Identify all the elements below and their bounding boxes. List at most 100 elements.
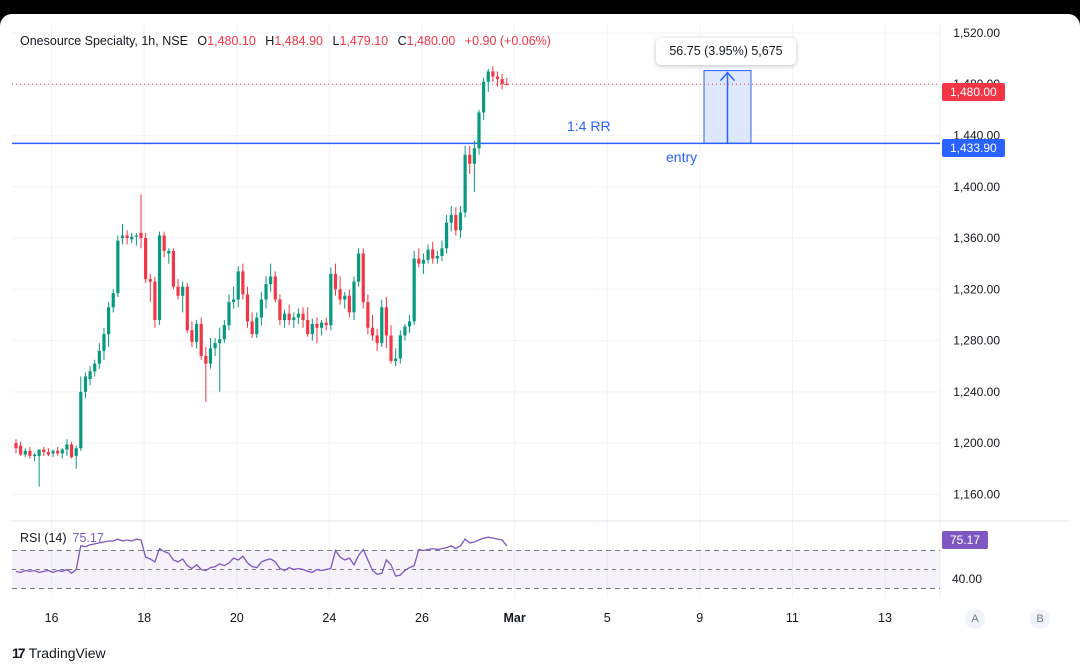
candle-body (14, 443, 18, 449)
tradingview-logo[interactable]: 17 TradingView (12, 645, 106, 661)
y-tick-label: 1,520.00 (953, 26, 1000, 40)
candle-body (357, 253, 361, 282)
symbol-legend: Onesource Specialty, 1h, NSE O1,480.10 H… (20, 34, 551, 48)
candle-body (148, 279, 152, 282)
candle-body (495, 76, 500, 80)
y-tick-label: 1,400.00 (953, 180, 1000, 194)
candle-body (171, 250, 176, 287)
candle-body (107, 307, 111, 335)
symbol-title[interactable]: Onesource Specialty, 1h, NSE (20, 34, 188, 48)
entry-annotation[interactable]: entry (666, 149, 698, 165)
candle-body (264, 284, 268, 300)
candle-body (93, 363, 97, 372)
candle-body (306, 320, 310, 335)
candle-body (144, 238, 148, 280)
candle-body (32, 454, 37, 456)
candle-body (394, 358, 398, 362)
rsi-legend: RSI (14) 75.17 (20, 531, 104, 545)
candle-body (407, 321, 412, 327)
candle-body (255, 317, 259, 335)
candle-body (250, 321, 254, 335)
candle-body (440, 248, 444, 256)
open-value: 1,480.10 (207, 34, 256, 48)
candle-body (232, 299, 236, 303)
rsi-label[interactable]: RSI (14) (20, 531, 67, 545)
candle-body (199, 323, 203, 356)
candle-body (181, 286, 185, 296)
x-tick-label: 18 (137, 611, 151, 625)
candle-body (46, 452, 51, 455)
candle-body (218, 339, 222, 344)
candle-body (79, 391, 83, 449)
candle-body (259, 299, 263, 318)
candle-body (83, 376, 88, 392)
candle-body (398, 335, 402, 359)
y-tick-label: 1,320.00 (953, 282, 1000, 296)
candle-body (185, 286, 189, 331)
candle-body (333, 273, 338, 290)
candle-body (60, 449, 64, 454)
rsi-tick-label: 40.00 (952, 572, 982, 586)
low-value: 1,479.10 (339, 34, 389, 48)
top-black-bar (0, 0, 1080, 14)
candle-body (463, 154, 467, 213)
candle-body (111, 293, 115, 308)
candle-body (74, 448, 78, 456)
candle-body (370, 327, 375, 336)
measure-arrow-head (719, 71, 736, 82)
rr-annotation[interactable]: 1:4 RR (567, 118, 611, 134)
candle-body (190, 330, 194, 342)
candle-body (319, 322, 324, 328)
scale-mode-button[interactable]: B (1030, 609, 1050, 629)
candle-body (37, 449, 41, 456)
candle-body (338, 289, 342, 300)
candle-body (435, 255, 439, 259)
candle-body (134, 235, 138, 237)
candle-body (421, 259, 426, 264)
candle-body (88, 371, 92, 380)
candle-body (292, 317, 296, 321)
candle-body (458, 212, 463, 231)
candle-body (19, 445, 23, 455)
candle-body (403, 326, 407, 336)
rsi-value-badge: 75.17 (942, 531, 989, 549)
candle-body (287, 313, 291, 321)
candle-body (227, 302, 231, 326)
candle-body (269, 276, 273, 285)
candle-body (472, 148, 476, 164)
candle-body (42, 449, 46, 453)
candle-body (329, 273, 333, 326)
x-tick-label: 9 (696, 611, 703, 625)
candle-body (486, 71, 490, 82)
open-label: O (197, 34, 208, 48)
x-tick-label: 13 (878, 611, 892, 625)
brand-name: TradingView (28, 645, 106, 661)
candle-body (236, 271, 240, 300)
candle-body (28, 450, 32, 456)
candle-body (65, 444, 69, 450)
candle-body (194, 323, 199, 342)
candle-body (204, 355, 208, 364)
candle-body (278, 299, 282, 321)
candle-body (347, 295, 351, 313)
candle-body (426, 249, 430, 260)
candle-body (97, 350, 101, 364)
candle-body (157, 235, 162, 321)
close-label: C (397, 34, 407, 48)
candle-body (69, 444, 74, 458)
auto-scale-button[interactable]: A (965, 609, 985, 629)
chart-panel[interactable] (0, 14, 1080, 669)
x-tick-label: 24 (322, 611, 336, 625)
candle-body (222, 325, 226, 340)
candle-body (412, 258, 416, 322)
candle-body (384, 307, 388, 336)
candle-body (282, 313, 287, 321)
candle-body (389, 335, 393, 362)
rsi-line (15, 536, 508, 577)
candle-body (482, 81, 486, 113)
x-tick-label: 26 (415, 611, 429, 625)
candle-body (153, 281, 157, 321)
tradingview-logo-icon: 17 (12, 645, 26, 661)
